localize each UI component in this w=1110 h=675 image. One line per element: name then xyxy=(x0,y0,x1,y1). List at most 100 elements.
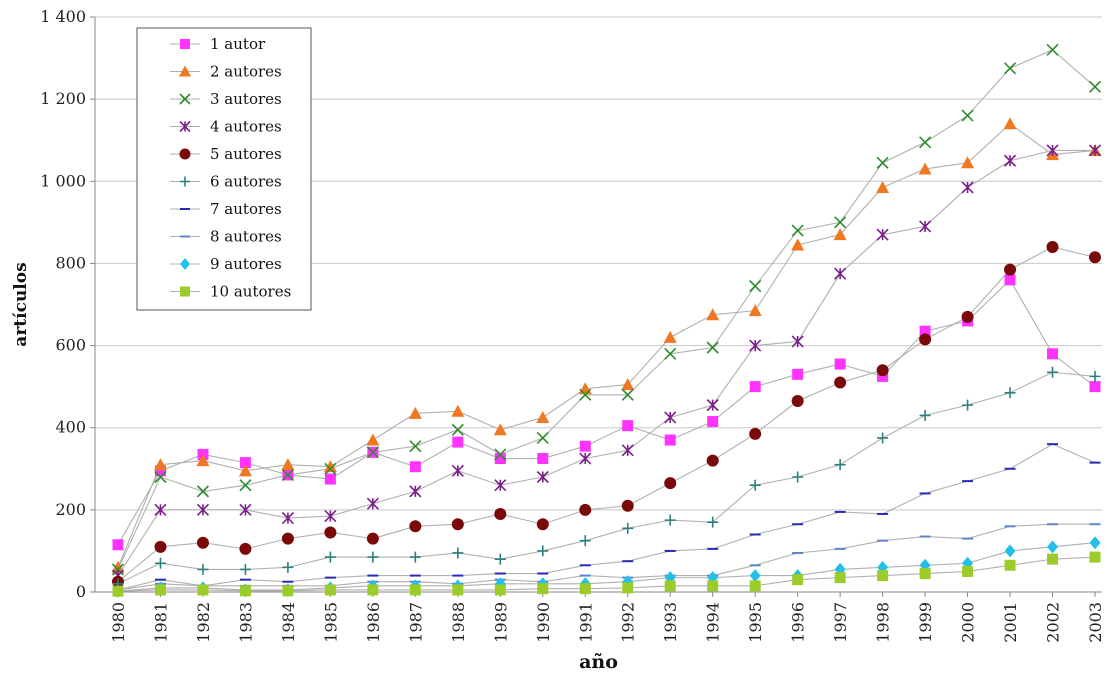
data-point xyxy=(621,388,634,401)
data-point xyxy=(281,458,295,471)
data-point xyxy=(409,485,422,498)
series-line-2 xyxy=(117,123,1096,568)
data-point xyxy=(154,465,166,477)
data-point xyxy=(537,453,549,465)
data-point xyxy=(451,518,464,531)
data-point xyxy=(324,462,337,475)
x-tick-label: 1983 xyxy=(236,602,255,643)
data-point xyxy=(409,551,421,563)
data-point xyxy=(791,224,804,237)
data-point xyxy=(409,461,421,473)
data-point xyxy=(536,518,549,531)
data-point xyxy=(579,583,591,595)
data-point xyxy=(919,333,932,346)
data-point xyxy=(877,370,889,382)
legend-label: 7 autores xyxy=(210,200,282,218)
data-point xyxy=(1089,551,1101,563)
data-point xyxy=(1047,348,1059,360)
data-point xyxy=(1046,144,1059,157)
data-point xyxy=(154,584,166,596)
data-point xyxy=(452,547,464,559)
y-tick-label: 1 200 xyxy=(40,89,86,108)
data-point xyxy=(579,452,592,465)
x-tick-label: 1989 xyxy=(491,602,510,643)
data-point xyxy=(707,516,719,528)
legend-marker xyxy=(179,65,191,77)
y-tick-labels: 0 200 400 600 800 1 000 1 200 1 400 xyxy=(40,7,86,601)
series-line-1 xyxy=(117,278,1096,546)
x-axis-label: año xyxy=(579,651,618,673)
data-point xyxy=(239,457,251,469)
data-point xyxy=(1089,536,1101,550)
y-tick-label: 0 xyxy=(76,582,86,601)
x-tick-label: 1982 xyxy=(194,602,213,643)
data-point xyxy=(876,156,889,169)
data-point xyxy=(621,378,635,391)
legend-label: 4 autores xyxy=(210,118,282,136)
data-point xyxy=(962,399,974,411)
data-point xyxy=(622,522,634,534)
data-point xyxy=(282,561,294,573)
data-point xyxy=(834,358,846,370)
data-point xyxy=(622,420,634,432)
x-tick-label: 1997 xyxy=(831,602,850,643)
data-point xyxy=(706,308,720,321)
series-line-6 xyxy=(117,371,1096,585)
data-point xyxy=(494,479,507,492)
data-point xyxy=(537,545,549,557)
data-point xyxy=(494,584,506,596)
data-point xyxy=(153,458,167,471)
data-point xyxy=(366,446,379,459)
series-markers-10 xyxy=(112,551,1101,597)
y-tick-label: 1 000 xyxy=(40,171,86,190)
legend-label: 9 autores xyxy=(210,255,282,273)
data-point xyxy=(154,470,167,484)
data-point xyxy=(196,503,210,516)
data-point xyxy=(282,585,294,597)
data-point xyxy=(664,411,677,424)
data-point xyxy=(961,109,974,122)
data-point xyxy=(749,479,761,491)
x-tick-label: 1999 xyxy=(916,602,935,643)
x-tick-label: 2001 xyxy=(1001,602,1020,643)
data-point xyxy=(111,560,125,573)
data-point xyxy=(579,535,591,547)
data-point xyxy=(791,238,805,251)
data-point xyxy=(834,459,846,471)
data-point xyxy=(324,584,336,596)
x-tick-label: 1984 xyxy=(279,602,298,643)
data-point xyxy=(1004,559,1016,571)
data-point xyxy=(324,551,336,563)
y-tick-label: 800 xyxy=(55,253,86,272)
data-point xyxy=(366,532,379,545)
data-point xyxy=(238,464,252,477)
data-point xyxy=(196,536,209,549)
x-tick-label: 1998 xyxy=(874,602,893,643)
data-point xyxy=(1088,144,1102,157)
data-point xyxy=(919,568,931,580)
legend-marker xyxy=(180,39,190,49)
data-point xyxy=(1003,117,1017,130)
x-tick-label: 1996 xyxy=(789,602,808,643)
data-point xyxy=(239,563,251,575)
x-tick-label: 2002 xyxy=(1044,602,1063,643)
data-point xyxy=(1004,274,1016,286)
data-point xyxy=(834,376,847,389)
data-point xyxy=(451,464,464,477)
data-point xyxy=(239,542,252,555)
data-point xyxy=(239,479,252,492)
series-markers-2 xyxy=(111,117,1102,573)
series-markers xyxy=(111,43,1102,598)
data-point xyxy=(834,267,847,280)
data-point xyxy=(1004,544,1016,558)
x-tick-label: 1987 xyxy=(406,602,425,643)
data-point xyxy=(452,436,464,448)
data-point xyxy=(579,440,591,452)
data-point xyxy=(621,444,634,457)
data-point xyxy=(961,310,974,323)
data-point xyxy=(324,473,336,485)
data-point xyxy=(706,454,719,467)
data-point xyxy=(1088,80,1102,93)
series-lines xyxy=(117,49,1096,592)
data-point xyxy=(196,485,210,498)
